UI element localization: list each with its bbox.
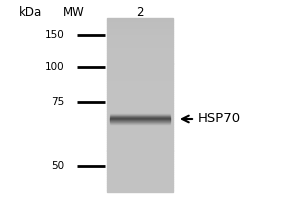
Bar [106, 135, 172, 137]
Bar [106, 124, 172, 127]
Bar [106, 50, 172, 53]
Bar [106, 92, 172, 94]
Bar [106, 70, 172, 72]
Bar [106, 85, 172, 87]
Bar [106, 87, 172, 90]
Bar [106, 122, 172, 124]
Bar [110, 117, 170, 118]
Bar [106, 170, 172, 172]
Bar [106, 98, 172, 100]
Bar [106, 94, 172, 96]
Bar [106, 46, 172, 48]
Bar [106, 22, 172, 24]
Bar [106, 109, 172, 111]
Bar [106, 118, 172, 120]
Bar [106, 185, 172, 187]
Bar [106, 144, 172, 146]
Bar [106, 157, 172, 159]
Bar [106, 59, 172, 61]
Text: 100: 100 [45, 62, 64, 72]
Bar [106, 148, 172, 150]
Bar [106, 150, 172, 153]
Bar [106, 61, 172, 64]
Bar [106, 127, 172, 129]
Bar [106, 105, 172, 107]
Bar [106, 168, 172, 170]
Bar [106, 42, 172, 44]
Bar [106, 190, 172, 192]
Text: 75: 75 [51, 97, 64, 107]
Bar [110, 123, 170, 124]
Bar [106, 40, 172, 42]
Bar [106, 116, 172, 118]
Bar [106, 57, 172, 59]
Bar [106, 83, 172, 85]
Bar [106, 66, 172, 68]
Bar [106, 74, 172, 77]
Bar [106, 146, 172, 148]
Bar [106, 155, 172, 157]
Bar [106, 107, 172, 109]
Bar [106, 114, 172, 116]
Bar [106, 179, 172, 181]
Text: 50: 50 [51, 161, 64, 171]
Bar [106, 35, 172, 37]
Text: kDa: kDa [18, 5, 42, 19]
Bar [106, 129, 172, 131]
Bar [110, 122, 170, 123]
Bar [106, 120, 172, 122]
Bar [110, 118, 170, 119]
Bar [106, 44, 172, 46]
Bar [106, 174, 172, 177]
Bar [106, 166, 172, 168]
Bar [110, 115, 170, 116]
Bar [106, 183, 172, 185]
Bar [106, 164, 172, 166]
Bar [106, 133, 172, 135]
Bar [110, 116, 170, 117]
Bar [106, 187, 172, 190]
Bar [106, 172, 172, 174]
Bar [110, 113, 170, 114]
Text: MW: MW [63, 5, 84, 19]
Bar [106, 111, 172, 114]
Bar [106, 103, 172, 105]
Bar [106, 31, 172, 33]
Bar [106, 55, 172, 57]
Bar [106, 153, 172, 155]
Bar [106, 29, 172, 31]
Bar [110, 120, 170, 121]
Bar [106, 181, 172, 183]
Bar [106, 33, 172, 35]
Bar [106, 27, 172, 29]
Text: HSP70: HSP70 [198, 112, 241, 126]
Bar [106, 24, 172, 27]
Bar [106, 100, 172, 103]
Bar [106, 137, 172, 140]
Bar [110, 121, 170, 122]
Bar [106, 142, 172, 144]
Bar [106, 161, 172, 164]
Bar [106, 64, 172, 66]
Bar [106, 53, 172, 55]
Bar [106, 20, 172, 22]
Bar [106, 131, 172, 133]
Bar [106, 159, 172, 161]
Bar [106, 177, 172, 179]
Bar [106, 96, 172, 98]
Bar [106, 18, 172, 20]
Bar [106, 72, 172, 74]
Bar [106, 140, 172, 142]
Text: 2: 2 [136, 5, 143, 19]
Bar [106, 77, 172, 79]
Bar [106, 37, 172, 40]
Bar [106, 68, 172, 70]
Text: 150: 150 [45, 30, 64, 40]
Bar [110, 114, 170, 115]
Bar [106, 79, 172, 81]
Bar [106, 48, 172, 50]
Bar [106, 90, 172, 92]
Bar [106, 81, 172, 83]
Bar [110, 119, 170, 120]
